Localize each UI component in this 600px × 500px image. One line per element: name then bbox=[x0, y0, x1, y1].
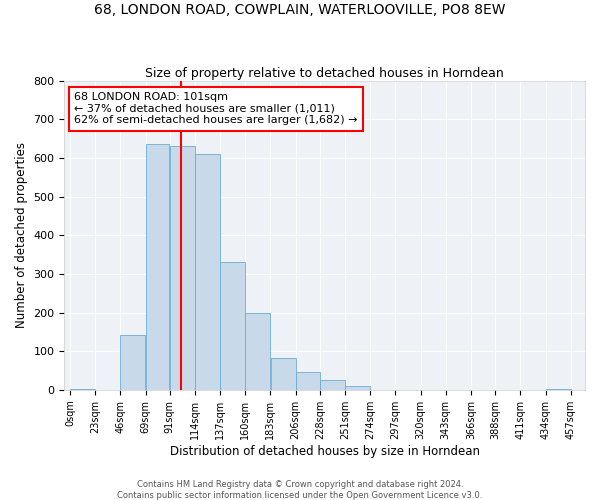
Bar bbox=[146, 144, 169, 390]
Text: Contains HM Land Registry data © Crown copyright and database right 2024.
Contai: Contains HM Land Registry data © Crown c… bbox=[118, 480, 482, 500]
Text: 68 LONDON ROAD: 101sqm
← 37% of detached houses are smaller (1,011)
62% of semi-: 68 LONDON ROAD: 101sqm ← 37% of detached… bbox=[74, 92, 358, 126]
X-axis label: Distribution of detached houses by size in Horndean: Distribution of detached houses by size … bbox=[170, 444, 480, 458]
Bar bbox=[70, 389, 95, 390]
Bar bbox=[195, 154, 220, 390]
Y-axis label: Number of detached properties: Number of detached properties bbox=[15, 142, 28, 328]
Bar bbox=[121, 335, 145, 390]
Bar bbox=[170, 146, 195, 390]
Bar bbox=[271, 358, 296, 390]
Bar bbox=[220, 262, 245, 390]
Text: 68, LONDON ROAD, COWPLAIN, WATERLOOVILLE, PO8 8EW: 68, LONDON ROAD, COWPLAIN, WATERLOOVILLE… bbox=[94, 2, 506, 16]
Bar bbox=[345, 386, 370, 390]
Bar bbox=[545, 389, 571, 390]
Bar bbox=[245, 312, 271, 390]
Title: Size of property relative to detached houses in Horndean: Size of property relative to detached ho… bbox=[145, 66, 504, 80]
Bar bbox=[320, 380, 345, 390]
Bar bbox=[296, 372, 320, 390]
